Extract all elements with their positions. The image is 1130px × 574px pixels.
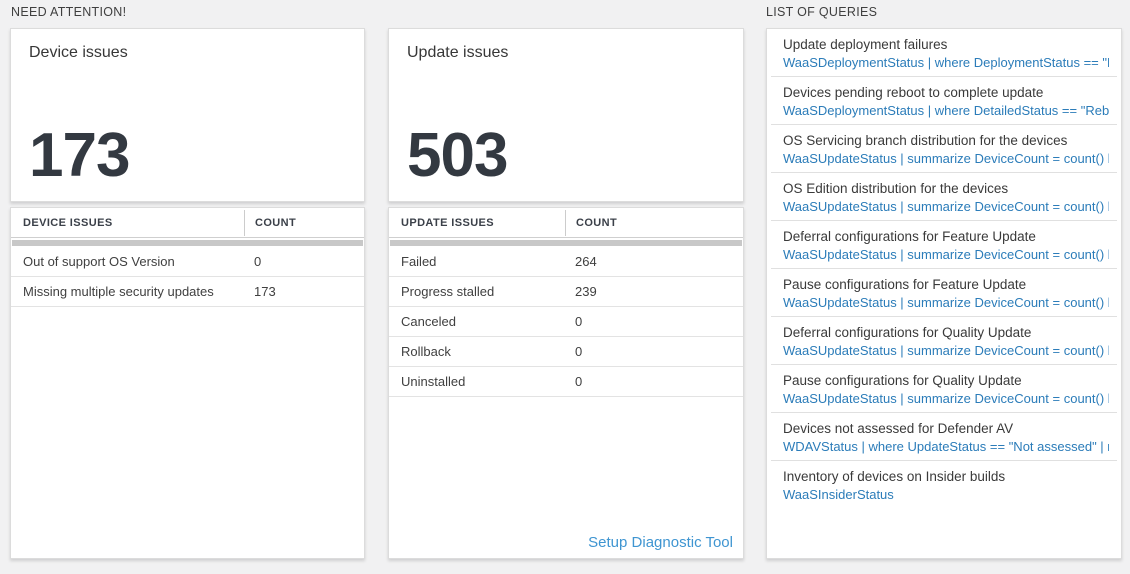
query-title: Deferral configurations for Quality Upda… [783, 325, 1032, 340]
query-title: Deferral configurations for Feature Upda… [783, 229, 1036, 244]
query-title: Inventory of devices on Insider builds [783, 469, 1006, 484]
query-list-item[interactable]: Inventory of devices on Insider builds W… [767, 461, 1121, 509]
column-header-count: COUNT [576, 216, 618, 229]
query-list-item[interactable]: OS Edition distribution for the devices … [767, 173, 1121, 221]
update-issues-card[interactable]: Update issues 503 [388, 28, 744, 202]
row-count: 264 [575, 254, 597, 269]
query-text: WaaSUpdateStatus | summarize DeviceCount… [783, 343, 1109, 358]
row-label: Canceled [401, 314, 456, 329]
table-row[interactable]: Failed 264 [389, 247, 743, 277]
query-list-item[interactable]: Devices pending reboot to complete updat… [767, 77, 1121, 125]
row-label: Progress stalled [401, 284, 495, 299]
table-row[interactable]: Progress stalled 239 [389, 277, 743, 307]
row-count: 0 [575, 344, 583, 359]
query-text: WaaSUpdateStatus | summarize DeviceCount… [783, 247, 1109, 262]
query-text: WaaSUpdateStatus | summarize DeviceCount… [783, 151, 1109, 166]
device-issues-table-header: DEVICE ISSUES COUNT [11, 208, 364, 238]
query-text: WaaSInsiderStatus [783, 487, 894, 502]
device-issues-card[interactable]: Device issues 173 [10, 28, 365, 202]
section-label-list-of-queries: LIST OF QUERIES [766, 5, 878, 19]
query-list-item[interactable]: Devices not assessed for Defender AV WDA… [767, 413, 1121, 461]
column-header-device-issues: DEVICE ISSUES [23, 216, 113, 229]
table-row[interactable]: Out of support OS Version 0 [11, 247, 364, 277]
query-list-item[interactable]: Deferral configurations for Feature Upda… [767, 221, 1121, 269]
query-title: Update deployment failures [783, 37, 948, 52]
query-title: OS Servicing branch distribution for the… [783, 133, 1068, 148]
column-divider [565, 209, 566, 236]
column-divider [244, 209, 245, 236]
setup-diagnostic-tool-link[interactable]: Setup Diagnostic Tool [588, 534, 733, 551]
device-issues-card-title: Device issues [29, 44, 128, 61]
query-text: WaaSUpdateStatus | summarize DeviceCount… [783, 199, 1109, 214]
query-text: WaaSUpdateStatus | summarize DeviceCount… [783, 391, 1109, 406]
row-count: 0 [575, 314, 583, 329]
device-issues-table: DEVICE ISSUES COUNT Out of support OS Ve… [10, 207, 365, 559]
query-list-item[interactable]: Deferral configurations for Quality Upda… [767, 317, 1121, 365]
query-text: WaaSDeploymentStatus | where DeploymentS… [783, 55, 1109, 70]
table-row[interactable]: Canceled 0 [389, 307, 743, 337]
table-row[interactable]: Missing multiple security updates 173 [11, 277, 364, 307]
column-header-count: COUNT [255, 216, 297, 229]
update-issues-count: 503 [407, 121, 508, 190]
query-title: Pause configurations for Feature Update [783, 277, 1027, 292]
row-label: Out of support OS Version [23, 254, 175, 269]
query-text: WDAVStatus | where UpdateStatus == "Not … [783, 439, 1109, 454]
row-label: Missing multiple security updates [23, 284, 214, 299]
row-count: 239 [575, 284, 597, 299]
row-label: Uninstalled [401, 374, 466, 389]
query-text: WaaSDeploymentStatus | where DetailedSta… [783, 103, 1109, 118]
query-title: Devices pending reboot to complete updat… [783, 85, 1044, 100]
query-title: Devices not assessed for Defender AV [783, 421, 1014, 436]
column-header-update-issues: UPDATE ISSUES [401, 216, 495, 229]
section-label-need-attention: NEED ATTENTION! [11, 5, 127, 19]
horizontal-scrollbar[interactable] [390, 240, 742, 246]
query-title: OS Edition distribution for the devices [783, 181, 1009, 196]
row-count: 0 [575, 374, 583, 389]
query-list-item[interactable]: Pause configurations for Feature Update … [767, 269, 1121, 317]
query-list-item[interactable]: Pause configurations for Quality Update … [767, 365, 1121, 413]
query-list-item[interactable]: OS Servicing branch distribution for the… [767, 125, 1121, 173]
query-list-item[interactable]: Update deployment failures WaaSDeploymen… [767, 29, 1121, 77]
device-issues-count: 173 [29, 121, 130, 190]
table-row[interactable]: Rollback 0 [389, 337, 743, 367]
row-label: Rollback [401, 344, 451, 359]
table-row[interactable]: Uninstalled 0 [389, 367, 743, 397]
row-count: 173 [254, 284, 276, 299]
update-issues-card-title: Update issues [407, 44, 509, 61]
update-issues-table: UPDATE ISSUES COUNT Failed 264 Progress … [388, 207, 744, 559]
query-title: Pause configurations for Quality Update [783, 373, 1022, 388]
row-count: 0 [254, 254, 262, 269]
row-label: Failed [401, 254, 437, 269]
update-issues-table-header: UPDATE ISSUES COUNT [389, 208, 743, 238]
query-text: WaaSUpdateStatus | summarize DeviceCount… [783, 295, 1109, 310]
query-list-panel: Update deployment failures WaaSDeploymen… [766, 28, 1122, 559]
horizontal-scrollbar[interactable] [12, 240, 363, 246]
